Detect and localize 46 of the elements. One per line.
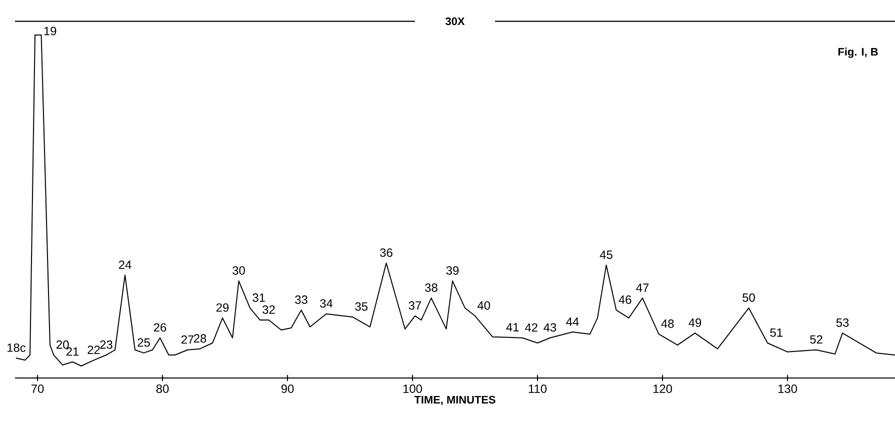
annotation: 23 <box>100 340 112 349</box>
x-tick-label: 130 <box>778 384 798 393</box>
annotation: 49 <box>688 318 702 327</box>
annotation: 36 <box>380 248 392 257</box>
annotation: 22 <box>88 346 100 354</box>
x-axis-title: TIME, MINUTES <box>414 396 496 406</box>
annotation: 43 <box>544 323 556 332</box>
annotation: 50 <box>742 293 755 302</box>
annotation: 18c <box>8 343 26 352</box>
ref-line-label: 30X <box>446 17 465 26</box>
annotation: 27 <box>181 335 194 344</box>
annotation: 31 <box>252 293 265 302</box>
x-tick-label: 90 <box>281 384 294 393</box>
annotation: 32 <box>262 305 275 314</box>
x-tick-label: 70 <box>31 384 44 393</box>
annotation: 41 <box>506 323 519 332</box>
annotation: 28 <box>194 334 206 343</box>
annotation: 46 <box>618 295 632 304</box>
annotation: 19 <box>44 26 56 36</box>
annotation: 37 <box>408 301 422 310</box>
x-tick-label: 120 <box>653 384 672 393</box>
annotation: 51 <box>770 328 782 337</box>
annotation: 44 <box>566 318 579 326</box>
annotation: 33 <box>295 295 308 304</box>
annotation: 24 <box>118 260 132 269</box>
x-tick-label: 80 <box>156 384 169 393</box>
annotation: 39 <box>446 266 459 275</box>
annotation: 48 <box>661 319 674 328</box>
annotation: Fig. I, B <box>838 48 878 58</box>
annotation: 20 <box>56 340 69 349</box>
x-tick-label: 100 <box>403 384 422 393</box>
annotation: 29 <box>216 303 229 312</box>
annotation: 35 <box>355 302 368 311</box>
annotation: 30 <box>232 266 245 275</box>
annotation: 21 <box>66 347 79 356</box>
annotation: 38 <box>425 283 438 292</box>
annotation: 47 <box>636 284 649 292</box>
annotation: 45 <box>600 250 612 259</box>
annotation: 53 <box>836 318 849 327</box>
annotation: 40 <box>477 301 490 310</box>
annotation: 26 <box>154 323 166 332</box>
x-tick-label: 110 <box>528 384 547 393</box>
annotation: 42 <box>524 323 538 332</box>
annotation: 25 <box>138 338 150 347</box>
annotation: 34 <box>320 299 333 308</box>
annotation: 52 <box>810 335 822 344</box>
